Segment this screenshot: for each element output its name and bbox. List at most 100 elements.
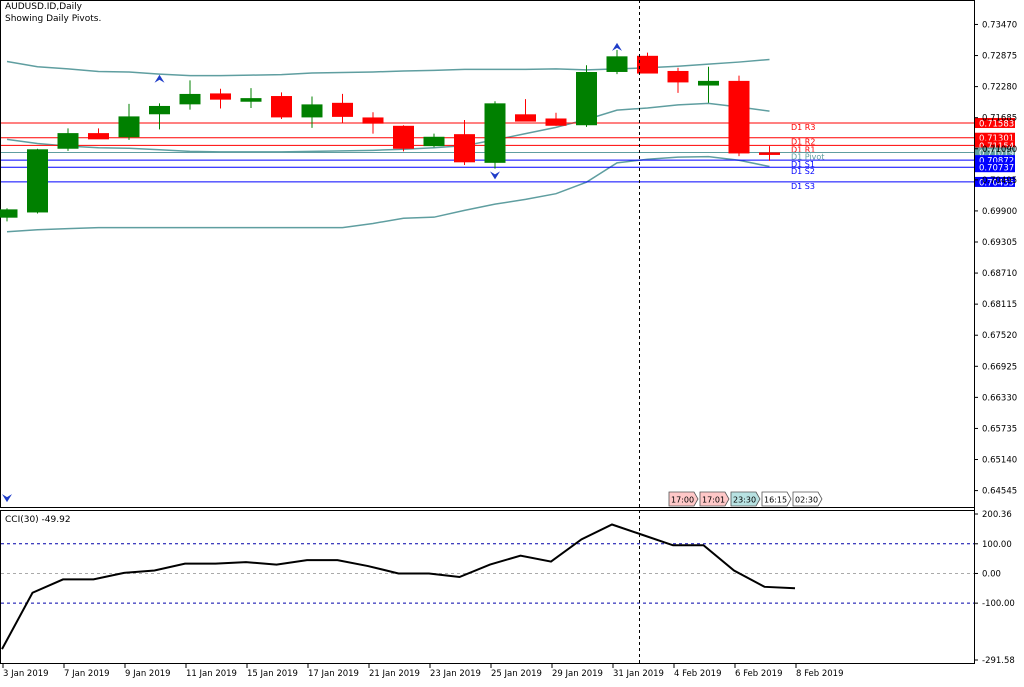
candle-body [393, 125, 414, 149]
candle-body [637, 55, 658, 74]
pivot-name-label: D1 S3 [791, 182, 815, 191]
time-tick-label: 7 Jan 2019 [64, 669, 110, 679]
pivot-name-label: D1 S1 [791, 160, 815, 169]
pivot-price-value: 0.71019 [979, 149, 1014, 159]
session-tag-label: 23:30 [733, 496, 756, 505]
time-tick-label: 3 Jan 2019 [3, 669, 49, 679]
price-tick-label: 0.71090 [982, 145, 1017, 155]
candle-body [698, 80, 719, 86]
candle-body [0, 209, 18, 218]
price-tick-label: 0.67520 [982, 331, 1017, 341]
price-tick-label: 0.64545 [982, 487, 1017, 497]
time-tick-label: 6 Feb 2019 [735, 669, 783, 679]
session-tag-box [792, 491, 823, 507]
cci-series-line [1, 523, 796, 650]
time-tick-label: 8 Feb 2019 [796, 669, 844, 679]
pivot-price-badge [975, 162, 1015, 173]
candle-body [301, 104, 323, 118]
bollinger-band-middle [6, 102, 770, 153]
candle-body [667, 70, 689, 83]
candle-body [515, 114, 536, 122]
pivot-price-value: 0.71583 [979, 120, 1014, 130]
candle-body [454, 134, 475, 163]
candle-body [271, 96, 292, 118]
fractal-markers [2, 42, 622, 503]
candle-body [88, 133, 109, 140]
candle-body [240, 98, 262, 102]
candle-body [759, 152, 780, 155]
time-tick-label: 15 Jan 2019 [247, 669, 298, 679]
fractal-arrow-icon [154, 74, 165, 83]
time-tick-label: 23 Jan 2019 [430, 669, 481, 679]
fractal-arrow-icon [612, 42, 622, 51]
session-tag-label: 17:01 [702, 496, 725, 505]
candle-body [210, 93, 231, 100]
cci-line [1, 523, 974, 650]
pivot-price-badge [975, 147, 1015, 158]
pivot-price-badge [975, 176, 1015, 187]
pivot-price-value: 0.71301 [979, 134, 1014, 144]
pivot-name-label: D1 R3 [791, 123, 815, 132]
cci-tick-label: 200.36 [982, 510, 1012, 520]
candle-body [362, 117, 384, 124]
cci-axis[interactable]: 200.36 100.00 0.00 -100.00 -291.58 [974, 510, 1015, 666]
time-tick-label: 11 Jan 2019 [186, 669, 237, 679]
candle-body [149, 105, 170, 115]
cci-tick-label: 0.00 [982, 569, 1001, 579]
time-tick-label: 17 Jan 2019 [308, 669, 359, 679]
candle-body [728, 80, 750, 154]
pivot-name-label: D1 S2 [791, 167, 815, 176]
time-tick-label: 25 Jan 2019 [491, 669, 542, 679]
price-tick-label: 0.65140 [982, 456, 1017, 466]
pivot-price-value: 0.70872 [979, 157, 1014, 167]
fractal-arrow-icon [490, 171, 500, 180]
candle-body [606, 56, 628, 72]
candle-body [545, 118, 567, 126]
price-tick-label: 0.66330 [982, 393, 1017, 403]
pivot-price-badge [975, 140, 1015, 151]
price-tick-label: 0.73470 [982, 20, 1017, 30]
price-tick-label: 0.69305 [982, 238, 1017, 248]
fractal-arrow-icon [2, 494, 12, 503]
price-tick-label: 0.71685 [982, 114, 1017, 124]
session-tag-label: 16:15 [764, 496, 787, 505]
price-tick-label: 0.68115 [982, 300, 1017, 310]
candle-body [484, 103, 506, 163]
pivot-name-label: D1 R2 [791, 138, 815, 147]
cci-title: CCI(30) -49.92 [5, 515, 71, 525]
session-tag-box [668, 491, 699, 507]
price-tick-label: 0.66925 [982, 362, 1017, 372]
pivot-name-label: D1 Pivot [791, 152, 824, 161]
time-tick-label: 29 Jan 2019 [552, 669, 603, 679]
time-tick-label: 4 Feb 2019 [674, 669, 722, 679]
pivot-price-badge [975, 155, 1015, 166]
time-tick-label: 21 Jan 2019 [369, 669, 420, 679]
cci-tick-label: -291.58 [982, 656, 1015, 666]
price-tick-label: 0.70495 [982, 176, 1017, 186]
price-tick-label: 0.72280 [982, 83, 1017, 93]
pivot-price-badge [975, 118, 1015, 129]
cci-indicator-pane[interactable] [0, 510, 975, 664]
pivot-price-value: 0.71154 [979, 142, 1014, 152]
candle-body [332, 102, 353, 117]
candle-body [423, 136, 445, 147]
chart-subtitle: Showing Daily Pivots. [5, 14, 102, 24]
candle-body [118, 116, 140, 138]
session-time-tags: 17:00 17:01 23:30 16:15 02:30 [668, 491, 823, 507]
session-tag-box [761, 491, 792, 507]
cci-tick-label: 100.00 [982, 540, 1012, 550]
session-tag-box [699, 491, 730, 507]
price-tick-label: 0.69900 [982, 207, 1017, 217]
candle-body [57, 133, 79, 149]
time-axis[interactable]: 3 Jan 2019 7 Jan 2019 9 Jan 2019 11 Jan 201… [2, 664, 844, 679]
pivot-price-value: 0.70455 [979, 178, 1014, 188]
session-tag-label: 02:30 [795, 496, 818, 505]
price-axis[interactable]: 0.73470 0.72875 0.72280 0.71685 0.71090 0.704… [974, 20, 1017, 497]
candlesticks [0, 50, 780, 222]
time-tick-label: 9 Jan 2019 [125, 669, 171, 679]
main-price-pane[interactable] [0, 0, 975, 508]
pivot-name-label: D1 R1 [791, 145, 815, 154]
time-tick-label: 31 Jan 2019 [613, 669, 664, 679]
